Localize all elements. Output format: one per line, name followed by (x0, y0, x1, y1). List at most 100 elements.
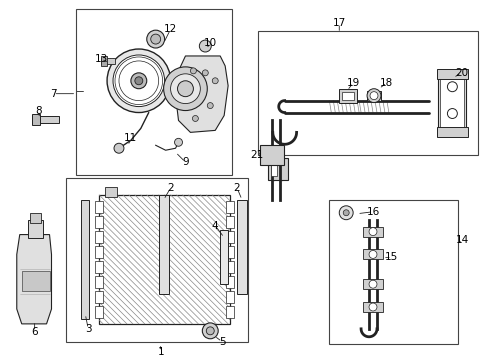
Bar (328, 200, 457, 344)
Circle shape (368, 251, 376, 258)
Bar (220, 230, 228, 284)
Circle shape (107, 49, 170, 113)
Bar (225, 276, 234, 288)
Circle shape (114, 143, 123, 153)
Circle shape (163, 67, 207, 111)
Text: 14: 14 (455, 234, 468, 244)
Bar (95, 231, 103, 243)
Circle shape (212, 78, 218, 84)
Circle shape (131, 73, 146, 89)
Circle shape (202, 323, 218, 339)
Circle shape (366, 89, 380, 103)
Circle shape (339, 206, 352, 220)
Bar (30, 213, 41, 223)
Text: 7: 7 (50, 89, 57, 99)
Bar (270, 162, 276, 176)
Bar (95, 291, 103, 303)
Bar (366, 91, 380, 100)
Bar (362, 227, 382, 237)
Bar (76, 9, 232, 175)
Text: 2: 2 (233, 183, 240, 193)
Bar (225, 306, 234, 318)
Bar (225, 216, 234, 228)
Bar (257, 31, 477, 155)
Text: 21: 21 (250, 150, 263, 160)
Circle shape (190, 68, 196, 74)
Text: 4: 4 (211, 221, 218, 231)
Text: 18: 18 (380, 78, 393, 88)
Bar (225, 201, 234, 213)
Circle shape (206, 327, 214, 335)
Polygon shape (175, 56, 228, 132)
Bar (101, 56, 107, 66)
Text: 3: 3 (85, 324, 91, 334)
Circle shape (202, 70, 208, 76)
Text: 19: 19 (346, 78, 359, 88)
Circle shape (113, 55, 164, 107)
Circle shape (368, 228, 376, 235)
Bar (32, 113, 40, 125)
Text: 13: 13 (94, 54, 107, 64)
Circle shape (150, 34, 161, 44)
Circle shape (369, 92, 377, 100)
Bar (225, 291, 234, 303)
Circle shape (447, 82, 456, 92)
Circle shape (135, 77, 142, 85)
Text: 20: 20 (454, 68, 467, 78)
Bar (95, 216, 103, 228)
Bar (95, 201, 103, 213)
Bar (95, 246, 103, 258)
Bar (225, 246, 234, 258)
Circle shape (170, 74, 200, 104)
Text: 1: 1 (157, 347, 163, 357)
Text: 8: 8 (35, 105, 42, 116)
Circle shape (174, 138, 182, 146)
Circle shape (447, 109, 456, 118)
Bar (225, 261, 234, 273)
Text: 17: 17 (332, 18, 345, 28)
Polygon shape (17, 235, 51, 324)
Bar (339, 89, 356, 103)
Circle shape (177, 81, 193, 96)
Bar (362, 279, 382, 289)
Bar (101, 58, 115, 64)
Bar (259, 145, 283, 165)
Bar (95, 261, 103, 273)
Text: 10: 10 (203, 38, 216, 48)
Bar (267, 158, 287, 180)
Bar (99, 195, 230, 324)
Text: 16: 16 (366, 207, 379, 217)
Circle shape (146, 30, 164, 48)
Text: 15: 15 (385, 252, 398, 262)
Bar (95, 276, 103, 288)
Bar (237, 200, 246, 294)
Bar (436, 127, 468, 137)
Text: 12: 12 (163, 24, 177, 34)
Circle shape (199, 40, 211, 52)
Bar (342, 92, 353, 100)
Circle shape (343, 210, 348, 216)
Text: 11: 11 (124, 133, 137, 143)
Bar (436, 69, 468, 79)
Bar (438, 71, 466, 135)
Bar (362, 249, 382, 260)
Bar (225, 231, 234, 243)
Text: 9: 9 (182, 157, 188, 167)
Bar (105, 187, 117, 197)
Bar (440, 74, 463, 132)
Bar (362, 302, 382, 312)
Bar (21, 271, 49, 291)
Bar (81, 200, 89, 319)
Bar (95, 306, 103, 318)
Circle shape (207, 103, 213, 109)
Bar (32, 116, 60, 123)
Bar (158, 195, 168, 294)
Text: 6: 6 (31, 327, 38, 337)
Text: 5: 5 (219, 337, 225, 347)
Text: 2: 2 (167, 183, 174, 193)
Bar (28, 220, 42, 238)
Circle shape (368, 280, 376, 288)
Bar (66, 178, 247, 342)
Circle shape (368, 303, 376, 311)
Circle shape (192, 116, 198, 121)
